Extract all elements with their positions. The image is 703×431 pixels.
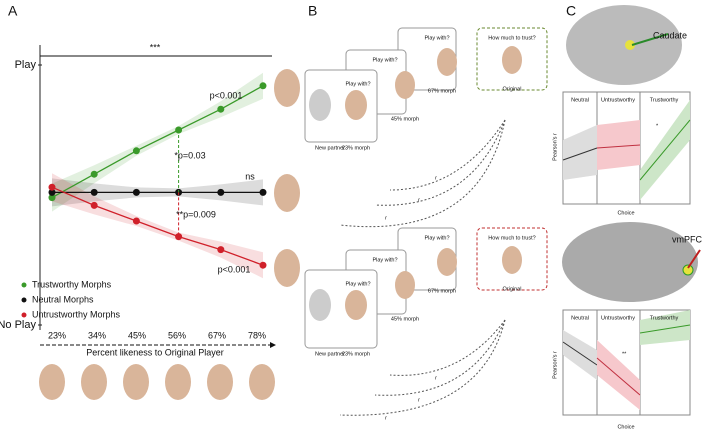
subplot-title: Untrustworthy — [601, 97, 635, 103]
panel-label: B — [308, 3, 317, 19]
confidence-band — [52, 72, 263, 212]
stars: * — [656, 123, 659, 129]
r-label: r — [418, 197, 421, 203]
data-point — [175, 233, 183, 241]
r-label: r — [435, 375, 438, 381]
x-tick-label: 45% — [128, 330, 146, 340]
card-prompt: Play with? — [424, 35, 449, 41]
x-tick-label: 78% — [248, 330, 266, 340]
card-caption: 23% morph — [342, 145, 370, 151]
subplot-title: Neutral — [571, 97, 589, 103]
data-point — [132, 188, 140, 196]
card-prompt: Play with? — [372, 57, 397, 63]
r-label: r — [385, 215, 388, 221]
r-label: r — [435, 175, 438, 181]
data-point — [132, 217, 140, 225]
card-prompt: Play with? — [372, 257, 397, 263]
confidence-band — [52, 173, 263, 279]
annotation: ns — [245, 171, 255, 181]
card-caption: 23% morph — [342, 351, 370, 357]
annotation: *p=0.03 — [174, 150, 205, 160]
arrow-head — [270, 342, 276, 348]
y-tick-label: Play — [15, 59, 37, 71]
stars: ** — [622, 351, 627, 357]
series-line — [51, 186, 264, 266]
x-label: Choice — [617, 424, 634, 430]
data-point — [217, 188, 225, 196]
data-point — [259, 188, 267, 196]
card-caption: 45% morph — [391, 116, 419, 122]
legend-label: Neutral Morphs — [32, 294, 94, 304]
card-prompt: Play with? — [345, 81, 370, 87]
data-point — [217, 246, 225, 254]
region-label: vmPFC — [672, 234, 702, 244]
data-point — [132, 147, 140, 155]
data-point — [259, 82, 267, 90]
data-point — [90, 188, 98, 196]
data-point — [48, 183, 56, 191]
panel-b-shapes — [304, 27, 548, 349]
x-axis-label: Percent likeness to Original Player — [86, 347, 224, 357]
annotation: p<0.001 — [218, 264, 251, 274]
subplot-title: Trustworthy — [650, 97, 679, 103]
legend-marker — [21, 282, 27, 288]
data-point — [90, 201, 98, 209]
annotation: *** — [150, 42, 161, 52]
subplot-title: Trustworthy — [650, 315, 679, 321]
x-tick-label: 56% — [168, 330, 186, 340]
faces-a — [39, 69, 300, 400]
data-point — [48, 188, 56, 196]
x-tick-label: 67% — [208, 330, 226, 340]
faces-b — [309, 46, 522, 321]
card-prompt: Play with? — [424, 235, 449, 241]
card-caption: Original — [503, 86, 522, 92]
panel-label: A — [8, 3, 18, 19]
legend-marker — [21, 312, 27, 318]
card-caption: 67% morph — [428, 88, 456, 94]
card-caption: 67% morph — [428, 288, 456, 294]
data-point — [217, 105, 225, 113]
annotation: p<0.001 — [210, 90, 243, 100]
annotation: **p=0.009 — [176, 209, 216, 219]
y-label: Pearson's r — [552, 133, 558, 161]
data-point — [90, 170, 98, 178]
r-label: r — [418, 397, 421, 403]
series-line — [51, 85, 264, 199]
r-label: r — [385, 415, 388, 421]
legend-marker — [21, 297, 27, 303]
subplot-title: Neutral — [571, 315, 589, 321]
panel-label: C — [566, 3, 576, 19]
y-label: Pearson's r — [552, 351, 558, 379]
x-tick-label: 23% — [48, 330, 66, 340]
x-tick-label: 34% — [88, 330, 106, 340]
card-prompt: How much to trust? — [488, 35, 535, 41]
legend-label: Untrustworthy Morphs — [32, 309, 121, 319]
card-prompt: Play with? — [345, 281, 370, 287]
card-caption: New partner — [315, 145, 345, 151]
card-prompt: How much to trust? — [488, 235, 535, 241]
subplot-title: Untrustworthy — [601, 315, 635, 321]
region-label: Caudate — [653, 30, 687, 40]
legend-label: Trustworthy Morphs — [32, 279, 112, 289]
data-point — [259, 261, 267, 269]
arrows-b — [339, 119, 506, 416]
card-caption: New partner — [315, 351, 345, 357]
panel-c-shapes — [562, 5, 701, 416]
data-point — [48, 194, 56, 202]
card-caption: 45% morph — [391, 316, 419, 322]
y-tick-label: No Play — [0, 319, 36, 331]
card-caption: Original — [503, 286, 522, 292]
x-label: Choice — [617, 210, 634, 216]
